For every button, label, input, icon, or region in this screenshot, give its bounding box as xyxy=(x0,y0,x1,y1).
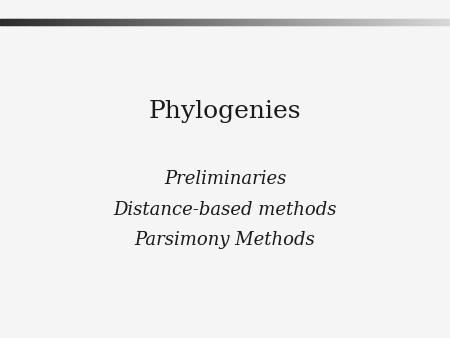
Text: Phylogenies: Phylogenies xyxy=(149,100,301,123)
Text: Parsimony Methods: Parsimony Methods xyxy=(135,231,315,249)
Text: Distance-based methods: Distance-based methods xyxy=(113,200,337,219)
Text: Preliminaries: Preliminaries xyxy=(164,170,286,188)
